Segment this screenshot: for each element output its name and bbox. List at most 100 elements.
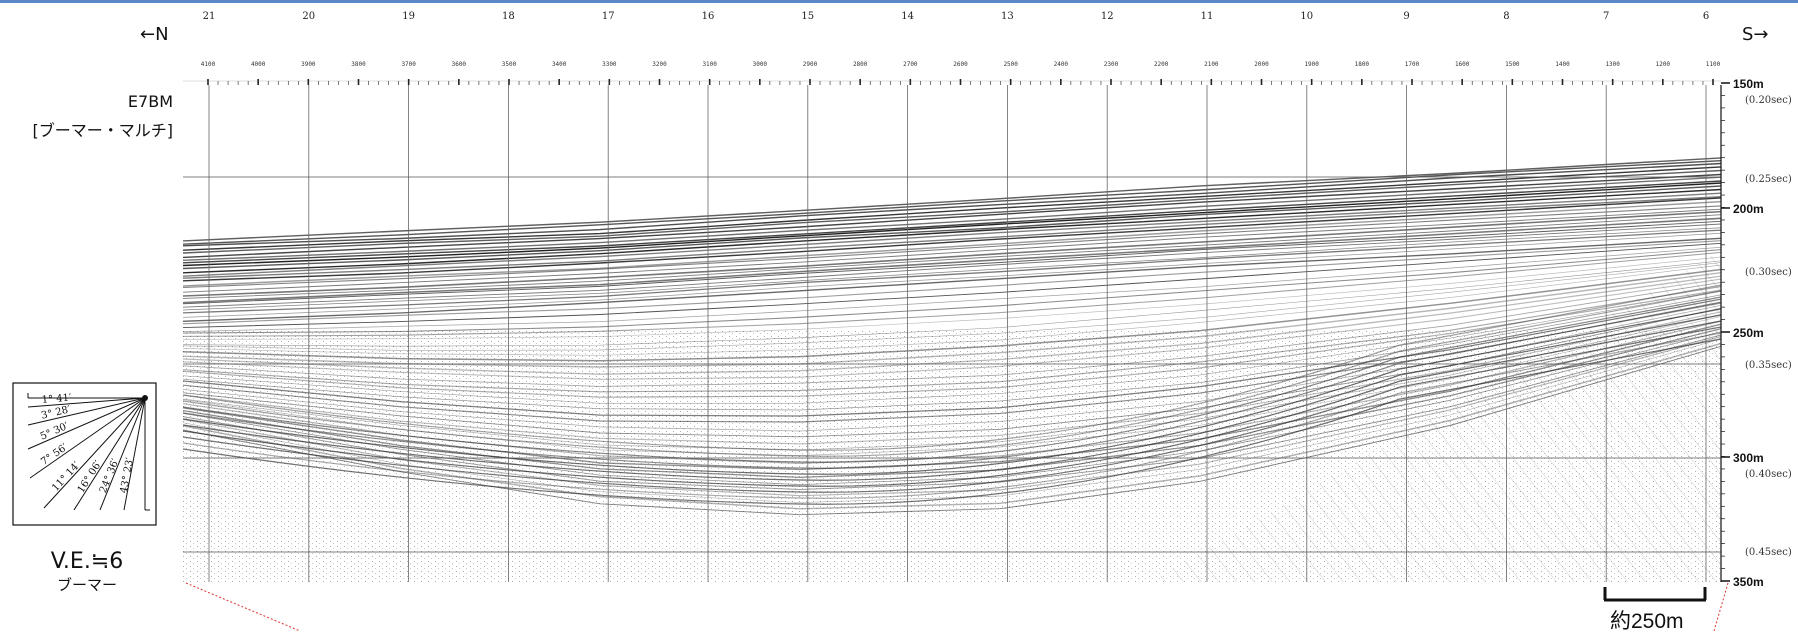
reflector-line [183, 223, 1721, 308]
shot-label: 1300 [1605, 61, 1620, 68]
shot-label: 3500 [502, 61, 517, 68]
reflector-line [183, 296, 1721, 463]
reflector-line [183, 173, 1721, 259]
reflector-line [183, 227, 1721, 311]
reflector-line [183, 214, 1721, 299]
shot-label: 3000 [753, 61, 768, 68]
reflector-line [183, 311, 1721, 445]
reflector-line [183, 278, 1721, 380]
station-label: 7 [1603, 11, 1609, 22]
reflector-line [183, 314, 1721, 451]
shot-label: 2200 [1154, 61, 1169, 68]
shot-label: 3200 [652, 61, 667, 68]
station-label: 21 [203, 11, 216, 22]
reflector-line [183, 197, 1721, 282]
reflector-line [183, 314, 1721, 481]
slope-ray [27, 397, 146, 426]
shot-label: 2900 [803, 61, 818, 68]
slope-ray [43, 397, 146, 509]
reflector-line [183, 217, 1721, 304]
shot-label: 1600 [1455, 61, 1470, 68]
reflector-line [183, 264, 1721, 356]
reflector-line [183, 210, 1721, 297]
reflector-line [183, 275, 1721, 375]
shot-label: 2400 [1054, 61, 1069, 68]
shot-label: 1500 [1505, 61, 1520, 68]
station-label: 15 [801, 11, 814, 22]
shot-label: 3800 [351, 61, 366, 68]
shot-label: 1900 [1304, 61, 1319, 68]
shot-label: 4100 [201, 61, 216, 68]
reflector-line [183, 285, 1721, 393]
shot-label: 2500 [1003, 61, 1018, 68]
reflector-line [183, 332, 1721, 499]
reflector-line [183, 289, 1721, 398]
shot-label: 2300 [1104, 61, 1119, 68]
shot-label: 2800 [853, 61, 868, 68]
shot-label: 2700 [903, 61, 918, 68]
depth-label: 250m [1733, 326, 1764, 340]
reflector-line [183, 336, 1721, 497]
depth-label: 200m [1733, 202, 1764, 216]
reflector-line [183, 251, 1721, 337]
source-type-label: ブーマー [56, 576, 117, 594]
shot-label: 3900 [301, 61, 316, 68]
reflector-line [183, 290, 1721, 404]
seismic-image [183, 85, 1721, 582]
top-border [0, 0, 1798, 3]
reflector-line [183, 268, 1721, 362]
reflector-line [183, 240, 1721, 325]
reflector-line [183, 162, 1721, 247]
reflector-line [183, 342, 1721, 510]
shot-label: 1800 [1355, 61, 1370, 68]
reflector-line [183, 176, 1721, 261]
station-number-labels: 21 20 19 18 17 16 15 14 13 12 11 10 9 8 7 6 [203, 11, 1710, 22]
reflector-line [183, 242, 1721, 329]
reflector-line [183, 284, 1721, 451]
reflector-line [183, 256, 1721, 340]
station-label: 9 [1403, 11, 1409, 22]
scale-bar-label: 約250m [1610, 610, 1684, 633]
reflector-line [183, 320, 1721, 487]
station-label: 11 [1201, 11, 1214, 22]
station-label: 18 [502, 11, 515, 22]
shot-label: 2100 [1204, 61, 1219, 68]
reflector-line [183, 205, 1721, 289]
shot-label: 3600 [452, 61, 467, 68]
reflector-line [183, 166, 1721, 251]
reflector-line [183, 345, 1721, 516]
time-grid-lines [183, 176, 1721, 553]
shot-label: 3400 [552, 61, 567, 68]
shot-label: 4000 [251, 61, 266, 68]
shot-label: 1200 [1656, 61, 1671, 68]
depth-label: 350m [1733, 575, 1764, 589]
reflector-line [183, 334, 1721, 491]
time-label: (0.25sec) [1745, 174, 1792, 185]
reflector-line [183, 196, 1721, 279]
slope-ray [73, 397, 146, 511]
reflector-line [183, 294, 1721, 411]
reflector-line [183, 200, 1721, 287]
reflector-line [183, 326, 1721, 493]
survey-line-type: [ブーマー・マルチ] [32, 121, 174, 140]
vertical-exaggeration-label: V.E.≒6 [50, 549, 124, 574]
reflector-line [183, 157, 1721, 242]
time-label: (0.35sec) [1745, 360, 1792, 371]
shot-label: 3700 [401, 61, 416, 68]
time-label: (0.40sec) [1745, 469, 1792, 480]
location-guide-left [185, 582, 301, 631]
reflector-line [183, 246, 1721, 332]
slope-angle-label: 1° 41′ [41, 393, 72, 406]
reflector-line [183, 192, 1721, 277]
reflector-line [183, 301, 1721, 423]
slope-ray [27, 397, 146, 450]
station-label: 6 [1703, 11, 1709, 22]
shot-label: 1100 [1706, 61, 1721, 68]
reflector-line [183, 229, 1721, 314]
reflector-line [183, 328, 1721, 479]
reflector-line [183, 260, 1721, 347]
reflector-line [183, 281, 1721, 387]
depth-label: 150m [1733, 77, 1764, 91]
reflector-line [183, 316, 1721, 456]
shot-label: 2000 [1254, 61, 1269, 68]
